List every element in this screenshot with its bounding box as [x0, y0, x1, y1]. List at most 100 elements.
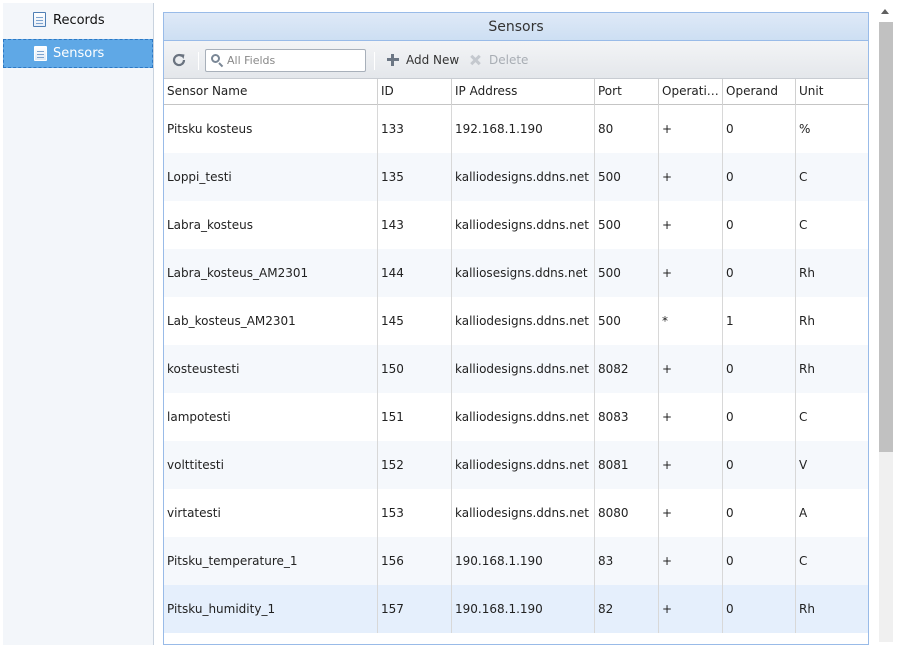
sidebar-item-label: Sensors [53, 46, 105, 61]
scroll-thumb[interactable] [879, 22, 893, 452]
search-field[interactable] [205, 49, 366, 72]
column-header-operand[interactable]: Operand [723, 79, 796, 105]
cell-sensor-name: Pitsku_humidity_1 [164, 585, 378, 633]
cell-port: 500 [595, 249, 659, 297]
column-header-sensor-name[interactable]: Sensor Name [164, 79, 378, 105]
cell-id: 150 [378, 345, 452, 393]
cell-id: 133 [378, 105, 452, 153]
column-header-port[interactable]: Port [595, 79, 659, 105]
cell-port: 8080 [595, 489, 659, 537]
cell-operation: + [659, 249, 723, 297]
cell-ip-address: kalliodesigns.ddns.net [452, 153, 595, 201]
toolbar-separator [374, 52, 375, 70]
vertical-scrollbar[interactable] [876, 3, 896, 645]
table-row[interactable]: Labra_kosteus_AM2301 144 kalliosesigns.d… [164, 249, 868, 297]
column-header-unit[interactable]: Unit [799, 84, 824, 98]
cell-operand: 0 [723, 249, 796, 297]
delete-icon [469, 54, 481, 66]
delete-label: Delete [489, 53, 529, 67]
cell-id: 135 [378, 153, 452, 201]
cell-port: 80 [595, 105, 659, 153]
cell-id: 144 [378, 249, 452, 297]
scroll-up-arrow-icon[interactable] [881, 9, 889, 14]
column-header-id[interactable]: ID [378, 79, 452, 105]
cell-port: 500 [595, 153, 659, 201]
cell-unit: % [799, 122, 811, 136]
document-icon [33, 12, 46, 27]
cell-ip-address: kalliodesigns.ddns.net [452, 201, 595, 249]
cell-operand: 0 [723, 393, 796, 441]
cell-operation: + [659, 201, 723, 249]
grid-body: Pitsku kosteus 133 192.168.1.190 80 + 0 … [164, 105, 868, 633]
cell-unit: V [799, 458, 808, 472]
sidebar-item-label: Records [53, 12, 105, 28]
plus-icon [386, 53, 400, 67]
refresh-button[interactable] [170, 51, 188, 69]
cell-id: 157 [378, 585, 452, 633]
sensors-panel: Sensors Add New Delete Sensor Name ID I [163, 12, 869, 645]
cell-ip-address: kalliodesigns.ddns.net [452, 441, 595, 489]
cell-port: 83 [595, 537, 659, 585]
cell-unit: C [799, 410, 808, 424]
search-input[interactable] [227, 54, 362, 67]
cell-port: 8083 [595, 393, 659, 441]
table-row[interactable]: kosteustesti 150 kalliodesigns.ddns.net … [164, 345, 868, 393]
cell-unit: C [799, 170, 808, 184]
cell-operand: 0 [723, 345, 796, 393]
cell-unit: C [799, 554, 808, 568]
cell-sensor-name: volttitesti [164, 441, 378, 489]
cell-id: 145 [378, 297, 452, 345]
cell-id: 151 [378, 393, 452, 441]
cell-port: 8081 [595, 441, 659, 489]
cell-operation: + [659, 393, 723, 441]
sidebar: Records Sensors [3, 3, 154, 645]
cell-operation: + [659, 345, 723, 393]
search-icon [209, 52, 227, 70]
cell-ip-address: 190.168.1.190 [452, 585, 595, 633]
table-row[interactable]: Pitsku_temperature_1 156 190.168.1.190 8… [164, 537, 868, 585]
cell-sensor-name: Lab_kosteus_AM2301 [164, 297, 378, 345]
cell-operand: 0 [723, 105, 796, 153]
cell-sensor-name: virtatesti [164, 489, 378, 537]
cell-id: 143 [378, 201, 452, 249]
table-row[interactable]: volttitesti 152 kalliodesigns.ddns.net 8… [164, 441, 868, 489]
cell-sensor-name: Pitsku_temperature_1 [164, 537, 378, 585]
cell-operation: + [659, 585, 723, 633]
sidebar-item-sensors[interactable]: Sensors [3, 39, 153, 68]
panel-title: Sensors [164, 13, 868, 41]
toolbar: Add New Delete [164, 41, 868, 79]
table-row[interactable]: Lab_kosteus_AM2301 145 kalliodesigns.ddn… [164, 297, 868, 345]
table-row[interactable]: virtatesti 153 kalliodesigns.ddns.net 80… [164, 489, 868, 537]
cell-operand: 1 [723, 297, 796, 345]
cell-operation: * [659, 297, 723, 345]
sidebar-item-records[interactable]: Records [3, 6, 153, 34]
cell-ip-address: kalliodesigns.ddns.net [452, 345, 595, 393]
cell-operand: 0 [723, 489, 796, 537]
cell-id: 156 [378, 537, 452, 585]
column-header-operation[interactable]: Operati… [659, 79, 723, 105]
delete-button[interactable]: Delete [469, 51, 528, 69]
cell-operand: 0 [723, 537, 796, 585]
cell-ip-address: 192.168.1.190 [452, 105, 595, 153]
table-row[interactable]: Labra_kosteus 143 kalliodesigns.ddns.net… [164, 201, 868, 249]
cell-sensor-name: Labra_kosteus_AM2301 [164, 249, 378, 297]
table-row[interactable]: Pitsku_humidity_1 157 190.168.1.190 82 +… [164, 585, 868, 633]
cell-unit: Rh [799, 314, 815, 328]
cell-ip-address: kalliosesigns.ddns.net [452, 249, 595, 297]
cell-ip-address: 190.168.1.190 [452, 537, 595, 585]
column-header-ip-address[interactable]: IP Address [452, 79, 595, 105]
cell-port: 500 [595, 201, 659, 249]
cell-operation: + [659, 441, 723, 489]
cell-unit: Rh [799, 362, 815, 376]
cell-sensor-name: kosteustesti [164, 345, 378, 393]
table-row[interactable]: lampotesti 151 kalliodesigns.ddns.net 80… [164, 393, 868, 441]
cell-id: 152 [378, 441, 452, 489]
table-row[interactable]: Pitsku kosteus 133 192.168.1.190 80 + 0 … [164, 105, 868, 153]
cell-operation: + [659, 537, 723, 585]
add-new-button[interactable]: Add New [386, 51, 459, 69]
cell-unit: C [799, 218, 808, 232]
cell-operation: + [659, 153, 723, 201]
cell-unit: Rh [799, 602, 815, 616]
table-row[interactable]: Loppi_testi 135 kalliodesigns.ddns.net 5… [164, 153, 868, 201]
refresh-icon [172, 53, 186, 67]
